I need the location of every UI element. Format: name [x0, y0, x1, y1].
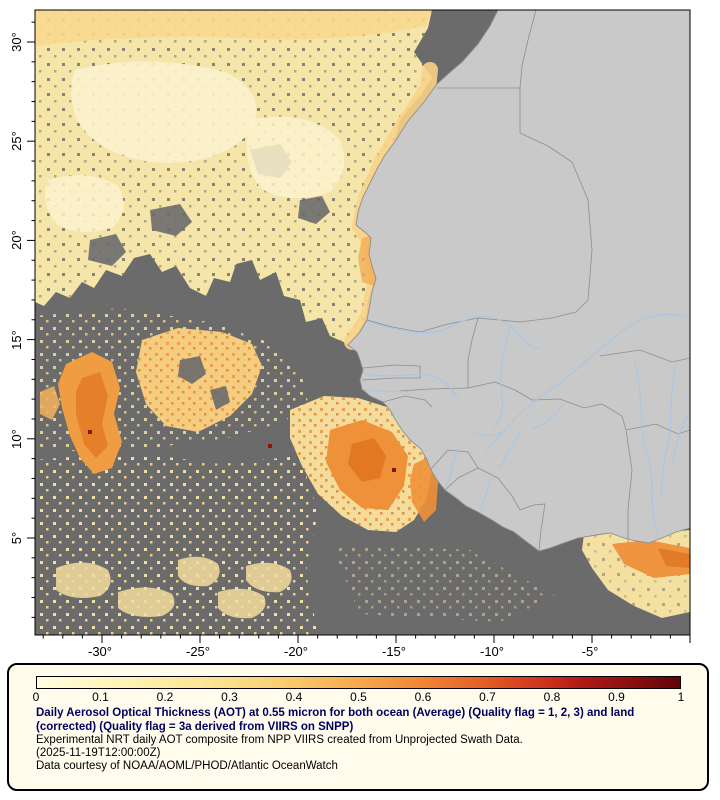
lat-tick-label: 25° — [9, 131, 24, 151]
lat-tick-label: 15° — [9, 330, 24, 350]
lon-tick-label: -30° — [88, 644, 112, 659]
aot-colorbar — [36, 676, 681, 689]
colorbar-tick-label: 0.5 — [350, 690, 367, 704]
legend-line-courtesy: Data courtesy of NOAA/AOML/PHOD/Atlantic… — [36, 760, 338, 772]
axis-ticks — [27, 21, 691, 643]
lat-tick-label: 20° — [9, 230, 24, 250]
rivers — [361, 314, 690, 535]
legend-title: Daily Aerosol Optical Thickness (AOT) at… — [36, 707, 635, 733]
lon-tick-label: -20° — [284, 644, 308, 659]
legend-line-experimental: Experimental NRT daily AOT composite fro… — [36, 734, 523, 746]
colorbar-wrap: 0 0.1 0.2 0.3 0.4 0.5 0.6 0.7 0.8 0.9 1 — [32, 676, 685, 704]
legend-line-timestamp: (2025-11-19T12:00:00Z) — [36, 747, 161, 759]
lat-tick-label: 30° — [9, 32, 24, 52]
colorbar-tick-label: 1 — [677, 690, 685, 704]
lat-tick-label: 10° — [9, 429, 24, 449]
colorbar-tick-label: 0.4 — [285, 690, 303, 704]
lon-tick-label: -5° — [582, 644, 599, 659]
colorbar-tick-row: 0 0.1 0.2 0.3 0.4 0.5 0.6 0.7 0.8 0.9 1 — [32, 689, 685, 704]
latitude-axis: 30° 25° 20° 15° 10° 5° — [9, 32, 24, 544]
colorbar-tick-label: 0.9 — [608, 690, 625, 704]
aot-map: 30° 25° 20° 15° 10° 5° -30° -25° -20° -1… — [9, 9, 691, 659]
map-frame — [34, 9, 691, 636]
colorbar-tick-label: 0.7 — [479, 690, 496, 704]
coastline — [347, 10, 690, 552]
lon-tick-label: -25° — [186, 644, 210, 659]
colorbar-tick-label: 0 — [32, 690, 40, 704]
country-borders — [361, 10, 690, 552]
colorbar-tick-label: 0.3 — [221, 690, 238, 704]
colorbar-tick-label: 0.1 — [92, 690, 109, 704]
colorbar-tick-label: 0.6 — [414, 690, 432, 704]
colorbar-tick-label: 0.2 — [156, 690, 174, 704]
legend-panel: 0 0.1 0.2 0.3 0.4 0.5 0.6 0.7 0.8 0.9 1 Daily Aero… — [7, 663, 709, 791]
land-region — [348, 10, 690, 551]
colorbar-tick-label: 0.8 — [543, 690, 561, 704]
longitude-axis: -30° -25° -20° -15° -10° -5° — [88, 644, 598, 659]
lon-tick-label: -10° — [480, 644, 504, 659]
lat-tick-label: 5° — [9, 532, 24, 544]
lon-tick-label: -15° — [382, 644, 406, 659]
